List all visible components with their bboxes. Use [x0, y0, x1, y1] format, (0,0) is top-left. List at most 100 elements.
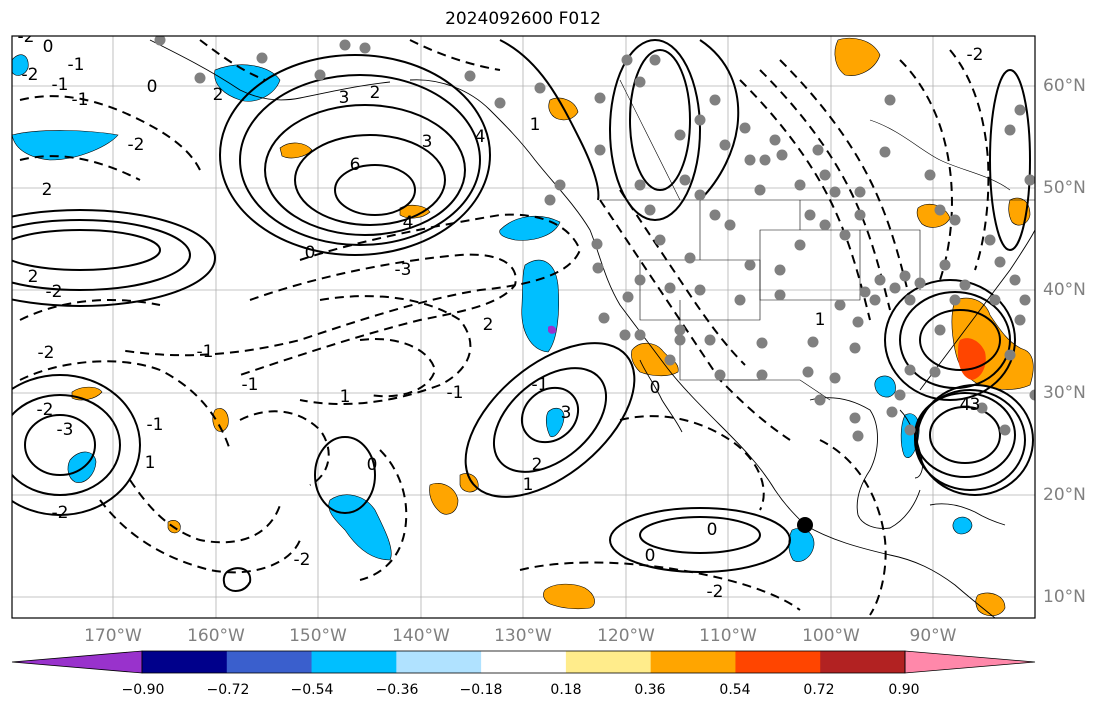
contour-label: -1	[52, 75, 69, 95]
positive-contour	[334, 164, 416, 216]
station-dot	[339, 39, 351, 51]
station-dot	[794, 179, 806, 191]
station-dot	[744, 259, 756, 271]
contour-label: -2	[52, 503, 69, 523]
contour-label: 2	[483, 315, 494, 335]
negative-contour	[19, 360, 231, 451]
contour-label: -1	[147, 415, 164, 435]
station-dot	[739, 122, 751, 134]
colorbar-tick-label: 0.72	[803, 682, 835, 698]
station-dot	[819, 219, 831, 231]
contour-label: -1	[72, 90, 89, 110]
contour-label: 1	[523, 475, 534, 495]
station-dot	[634, 274, 646, 286]
station-dot	[714, 369, 726, 381]
station-dot	[879, 146, 891, 158]
blue-anomaly-region	[214, 64, 281, 102]
lon-label: 150°W	[289, 626, 347, 646]
station-dot	[634, 329, 646, 341]
station-dot	[684, 252, 696, 264]
station-dot	[464, 70, 476, 82]
contour-label: 1	[145, 453, 156, 473]
contour-label: -2	[22, 65, 39, 85]
station-dot	[999, 424, 1011, 436]
station-dot	[949, 214, 961, 226]
map-frame	[11, 35, 1036, 619]
positive-contour	[492, 367, 608, 473]
lon-label: 90°W	[909, 626, 957, 646]
station-dot	[854, 186, 866, 198]
station-dot	[949, 294, 961, 306]
station-dot	[709, 94, 721, 106]
coastlines	[149, 39, 1035, 618]
station-dot	[889, 282, 901, 294]
station-dot	[984, 234, 996, 246]
station-dot	[1009, 274, 1021, 286]
station-dot	[534, 82, 546, 94]
blue-anomaly-region	[12, 54, 29, 76]
positive-contour	[314, 436, 376, 514]
contour-label: -2	[128, 135, 145, 155]
station-dot	[679, 174, 691, 186]
blue-anomaly-region	[499, 215, 561, 241]
station-dot	[664, 282, 676, 294]
negative-contour	[19, 155, 141, 181]
lon-label: 170°W	[84, 626, 142, 646]
station-dot	[719, 139, 731, 151]
station-dot	[924, 169, 936, 181]
positive-contour	[24, 414, 96, 476]
station-dot	[894, 389, 906, 401]
station-dot	[834, 299, 846, 311]
negative-contour	[199, 39, 266, 81]
contour-label: 4	[475, 127, 486, 147]
blue-anomaly-region	[328, 494, 392, 561]
station-dot	[884, 94, 896, 106]
contour-label: 2	[532, 455, 543, 475]
station-dot	[621, 54, 633, 66]
station-dot	[829, 186, 841, 198]
positive-contour	[609, 39, 701, 221]
station-dot	[744, 154, 756, 166]
lat-label: 50°N	[1043, 178, 1086, 198]
gulf-coastline	[809, 397, 921, 529]
contour-label: 1	[340, 387, 351, 407]
colorbar-segment	[565, 651, 652, 673]
positive-contour	[639, 516, 761, 554]
negative-contour	[519, 561, 801, 611]
station-dot	[591, 238, 603, 250]
positive-contour	[699, 39, 740, 201]
station-dot	[812, 144, 824, 156]
contour-label: -2	[18, 27, 35, 47]
colorbar-tick-label: 0.90	[888, 682, 920, 698]
station-dot	[674, 324, 686, 336]
positive-contour	[520, 386, 580, 444]
station-dot	[839, 229, 851, 241]
positive-contour	[239, 74, 481, 246]
station-dot	[314, 69, 326, 81]
colorbar-tick-label: −0.36	[375, 682, 419, 698]
lat-label: 20°N	[1043, 485, 1086, 505]
positive-contour	[12, 374, 141, 516]
station-dot	[899, 270, 911, 282]
station-dot	[807, 336, 819, 348]
station-dot	[774, 289, 786, 301]
positive-contour	[12, 394, 121, 496]
station-dot	[634, 179, 646, 191]
negative-contour	[129, 479, 281, 544]
station-dot	[904, 294, 916, 306]
station-dot	[594, 144, 606, 156]
station-dot	[654, 234, 666, 246]
contour-label: 2	[213, 85, 224, 105]
colorbar-segment	[735, 651, 821, 673]
chart-title: 2024092600 F012	[445, 9, 601, 29]
positive-contour	[929, 406, 1001, 464]
station-dot	[622, 291, 634, 303]
station-dot	[859, 286, 871, 298]
positive-contour	[899, 291, 1011, 389]
positive-contour	[989, 69, 1031, 251]
negative-contour	[619, 189, 746, 366]
blue-anomaly-region	[12, 130, 119, 161]
blue-anomaly-region	[545, 407, 565, 438]
station-dot	[904, 424, 916, 436]
station-dots	[154, 36, 1035, 442]
